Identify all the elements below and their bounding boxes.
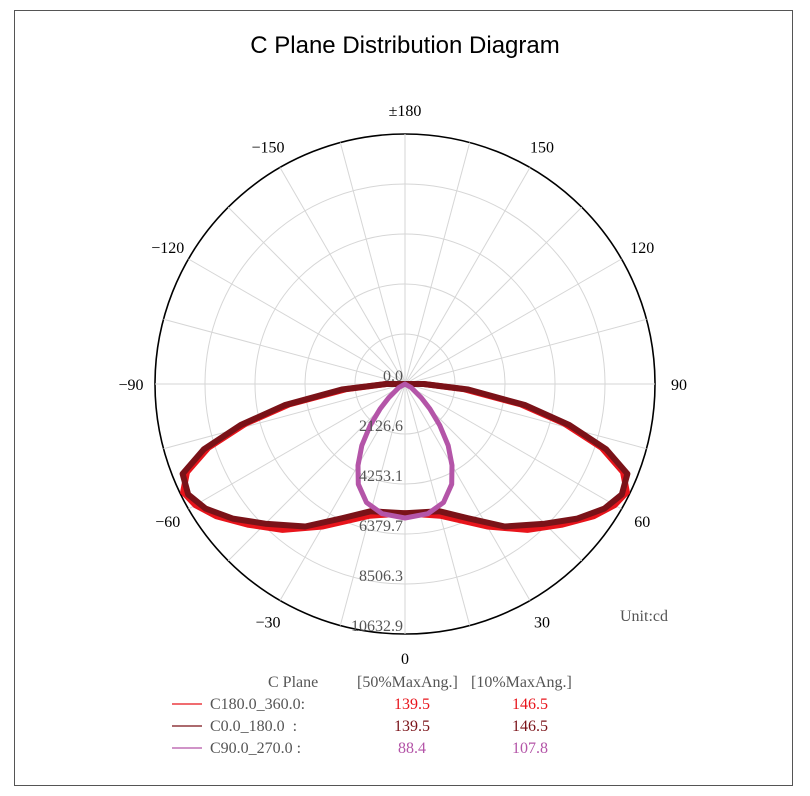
angle-tick-label: 120 <box>630 240 654 257</box>
legend-entry-name: C180.0_360.0: <box>210 696 305 713</box>
radial-tick-label: 6379.7 <box>359 518 403 535</box>
series-curves <box>179 381 631 533</box>
grid-spoke <box>404 258 622 385</box>
angle-tick-label: −150 <box>251 140 284 157</box>
radial-tick-label: 10632.9 <box>351 618 403 635</box>
angle-tick-labels: ±180 150 −150 120 −120 90 −90 60 −60 30 −30 0 <box>118 103 687 668</box>
angle-tick-label: ±180 <box>389 103 422 120</box>
unit-label: Unit:cd <box>620 608 668 625</box>
radial-tick-label: 0.0 <box>383 368 403 385</box>
grid-spoke <box>404 383 647 450</box>
angle-tick-label: 30 <box>534 614 550 631</box>
grid-spoke <box>404 167 531 385</box>
grid-spoke <box>163 383 406 450</box>
legend-entry-name: C0.0_180.0 : <box>210 718 297 735</box>
grid-spoke <box>188 258 406 385</box>
legend-entry-50: 139.5 <box>394 696 430 713</box>
legend-header-10: [10%MaxAng.] <box>471 674 572 691</box>
angle-tick-label: −30 <box>255 614 280 631</box>
grid-spoke <box>404 318 647 385</box>
legend-entry-50: 139.5 <box>394 718 430 735</box>
angle-tick-label: −60 <box>155 514 180 531</box>
grid-spoke <box>163 318 406 385</box>
grid-spoke <box>404 383 531 601</box>
grid-spoke <box>339 142 406 385</box>
grid-spoke <box>227 206 406 385</box>
series-curve-2 <box>355 381 455 521</box>
grid-spoke <box>404 206 583 385</box>
legend-entry-10: 107.8 <box>512 740 548 757</box>
legend-header-50: [50%MaxAng.] <box>357 674 458 691</box>
radial-tick-label: 4253.1 <box>359 468 403 485</box>
angle-tick-label: 60 <box>634 514 650 531</box>
angle-tick-label: −120 <box>151 240 184 257</box>
angle-tick-label: 90 <box>671 377 687 394</box>
grid-spoke <box>188 383 406 510</box>
legend-entry-10: 146.5 <box>512 696 548 713</box>
legend-entry-50: 88.4 <box>398 740 426 757</box>
legend-header-plane: C Plane <box>268 674 318 691</box>
legend-entry-name: C90.0_270.0 : <box>210 740 301 757</box>
radial-tick-labels: 0.0 2126.6 4253.1 6379.7 8506.3 10632.9 <box>351 368 403 635</box>
legend-entry-10: 146.5 <box>512 718 548 735</box>
grid-spoke <box>404 383 622 510</box>
angle-tick-label: −90 <box>118 377 143 394</box>
grid-spoke <box>279 167 406 385</box>
chart-frame <box>14 10 793 786</box>
radial-tick-label: 8506.3 <box>359 568 403 585</box>
grid-spoke <box>279 383 406 601</box>
angle-tick-label: 0 <box>401 651 409 668</box>
angle-tick-label: 150 <box>530 140 554 157</box>
legend: C Plane [50%MaxAng.] [10%MaxAng.] C180.0_36… <box>172 674 572 757</box>
radial-tick-label: 2126.6 <box>359 418 403 435</box>
chart-title: C Plane Distribution Diagram <box>250 32 560 59</box>
grid-spoke <box>404 142 471 385</box>
